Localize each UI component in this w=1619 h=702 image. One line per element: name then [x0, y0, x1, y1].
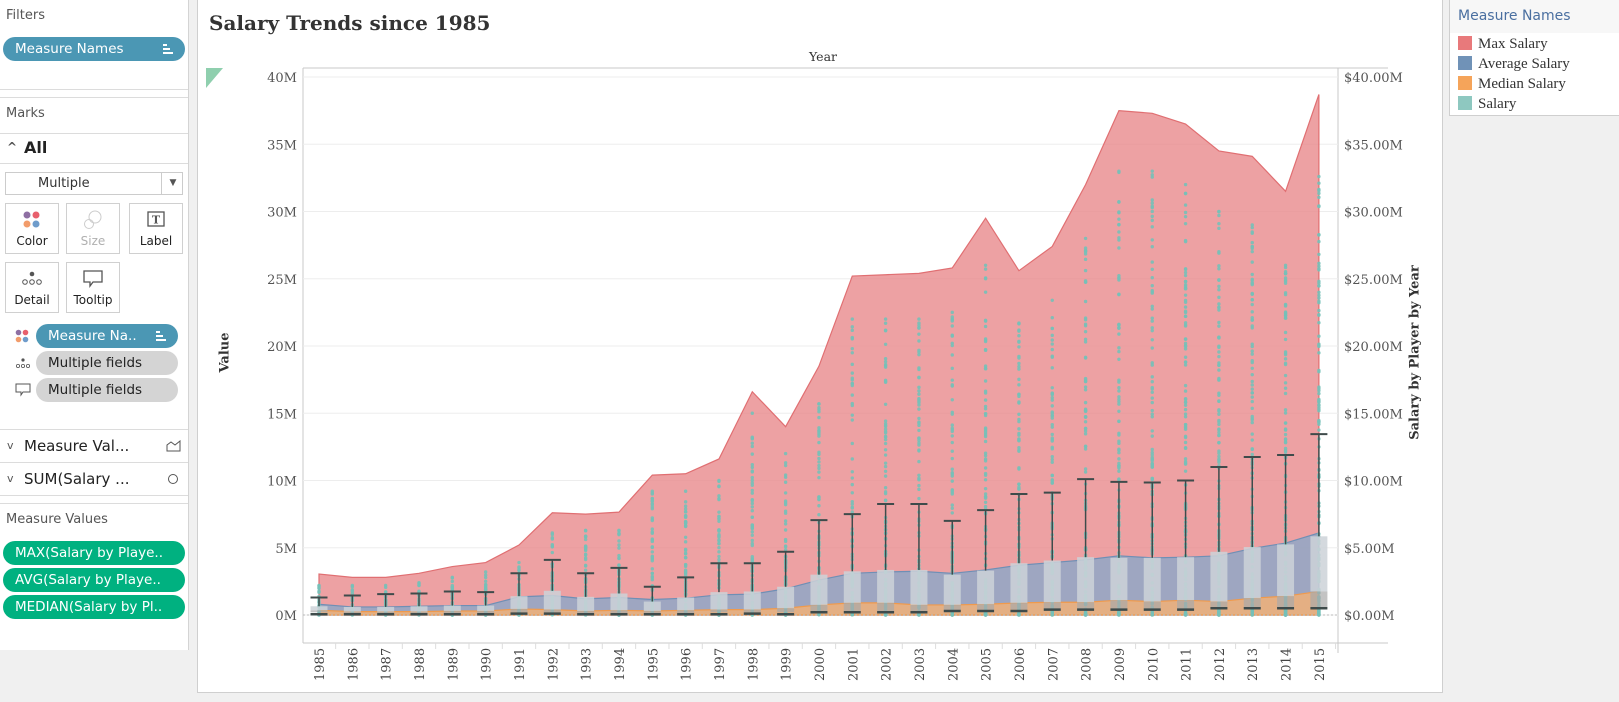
- column-header-year: Year: [809, 49, 837, 64]
- sort-icon: [156, 331, 166, 341]
- detail-dots-icon: [22, 271, 42, 285]
- label-button[interactable]: T Label: [129, 203, 183, 254]
- tooltip-button-label: Tooltip: [73, 293, 113, 307]
- area-mark-icon: [166, 440, 181, 452]
- marks-all-label: All: [24, 138, 48, 157]
- pill-label: Multiple fields: [48, 382, 143, 398]
- pill-label: Measure Names: [15, 41, 124, 57]
- circle-mark-icon: [168, 474, 178, 484]
- tooltip-button[interactable]: Tooltip: [66, 262, 120, 313]
- measure-value-pill-median[interactable]: MEDIAN(Salary by Pl..: [3, 595, 185, 619]
- mark-layer-sum-salary[interactable]: v SUM(Salary ...: [0, 464, 188, 494]
- y-axis-title-left: Value: [217, 332, 233, 373]
- swatch: [1458, 36, 1472, 50]
- filter-pill-measure-names[interactable]: Measure Names: [3, 37, 185, 61]
- detail-button[interactable]: Detail: [5, 262, 59, 313]
- chevron-down-icon: ▼: [161, 173, 184, 194]
- chevron-down-icon: v: [7, 472, 14, 485]
- swatch: [1458, 96, 1472, 110]
- pill-label: Measure Na..: [48, 328, 137, 344]
- sort-icon: [163, 44, 173, 54]
- size-button-label: Size: [80, 234, 106, 248]
- mark-layer-label: SUM(Salary ...: [24, 470, 130, 488]
- pill-label: MEDIAN(Salary by Pl..: [15, 599, 163, 615]
- swatch: [1458, 76, 1472, 90]
- pill-label: Multiple fields: [48, 355, 143, 371]
- measure-values-label: Measure Values: [6, 512, 108, 527]
- detail-dots-icon: [15, 358, 30, 369]
- legend-item-max-salary[interactable]: Max Salary: [1458, 34, 1548, 54]
- marks-all-card[interactable]: ^ All: [0, 133, 188, 163]
- pill-label: MAX(Salary by Playe..: [15, 545, 163, 561]
- color-dots-icon: [23, 211, 40, 228]
- svg-text:T: T: [152, 214, 161, 227]
- y-axis-title-right: Salary by Player by Year: [1407, 265, 1423, 440]
- color-button-label: Color: [16, 234, 48, 248]
- worksheet-view: [197, 0, 1443, 693]
- color-dots-icon: [15, 329, 29, 343]
- color-legend: Measure Names Max Salary Average Salary …: [1449, 0, 1619, 116]
- swatch: [1458, 56, 1472, 70]
- measure-value-pill-max[interactable]: MAX(Salary by Playe..: [3, 541, 185, 565]
- mark-type-value: Multiple: [38, 176, 90, 191]
- legend-item-average-salary[interactable]: Average Salary: [1458, 54, 1570, 74]
- tooltip-bubble-icon: [83, 270, 103, 288]
- legend-label: Average Salary: [1478, 56, 1570, 72]
- filters-label: Filters: [6, 8, 45, 23]
- worksheet-title: Salary Trends since 1985: [209, 11, 491, 35]
- size-button[interactable]: Size: [66, 203, 120, 254]
- legend-label: Max Salary: [1478, 36, 1548, 52]
- color-button[interactable]: Color: [5, 203, 59, 254]
- measure-value-pill-avg[interactable]: AVG(Salary by Playe..: [3, 568, 185, 592]
- shelves-panel: Filters Measure Names Marks ^ All Multip…: [0, 0, 189, 650]
- mark-pill-measure-names[interactable]: Measure Na..: [36, 324, 178, 348]
- mark-layer-measure-values[interactable]: v Measure Val...: [0, 431, 188, 461]
- mark-type-dropdown[interactable]: Multiple ▼: [5, 172, 183, 195]
- legend-item-salary[interactable]: Salary: [1458, 94, 1516, 114]
- chevron-up-icon: ^: [7, 140, 18, 154]
- pill-label: AVG(Salary by Playe..: [15, 572, 161, 588]
- size-circles-icon: [84, 210, 102, 229]
- mark-pill-tooltip-fields[interactable]: Multiple fields: [36, 378, 178, 402]
- mark-layer-label: Measure Val...: [24, 437, 130, 455]
- tooltip-bubble-icon: [15, 383, 31, 397]
- label-button-label: Label: [139, 234, 173, 248]
- text-label-icon: T: [147, 211, 165, 227]
- legend-title: Measure Names: [1458, 8, 1571, 24]
- legend-label: Median Salary: [1478, 76, 1566, 92]
- legend-label: Salary: [1478, 96, 1517, 112]
- marks-label: Marks: [6, 106, 45, 121]
- detail-button-label: Detail: [14, 293, 50, 307]
- legend-item-median-salary[interactable]: Median Salary: [1458, 74, 1566, 94]
- chevron-down-icon: v: [7, 439, 14, 452]
- mark-pill-detail-fields[interactable]: Multiple fields: [36, 351, 178, 375]
